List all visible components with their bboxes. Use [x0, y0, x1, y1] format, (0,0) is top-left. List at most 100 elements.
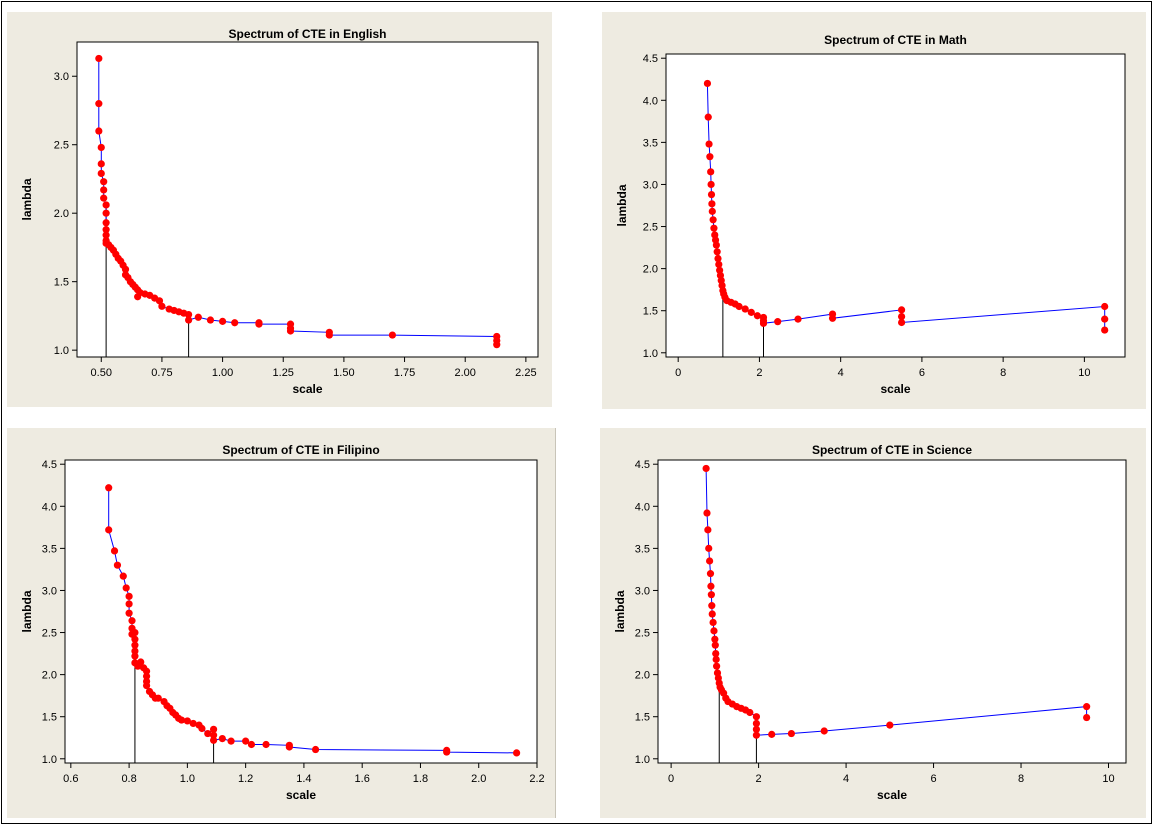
- chart-title: Spectrum of CTE in Filipino: [222, 443, 379, 457]
- data-point: [194, 313, 202, 321]
- y-axis-label: lambda: [20, 590, 34, 632]
- data-point: [100, 194, 108, 202]
- x-tick-label: 0.6: [63, 773, 78, 785]
- data-point: [97, 169, 105, 178]
- data-point: [443, 748, 451, 756]
- data-point: [142, 681, 151, 690]
- data-point: [820, 727, 828, 735]
- chart-svg-english: Spectrum of CTE in English scale lambda 0.5…: [20, 27, 539, 396]
- data-point: [747, 308, 755, 316]
- data-point: [704, 526, 712, 534]
- data-point: [325, 331, 333, 339]
- y-tick-label: 3.5: [635, 543, 650, 555]
- data-point: [209, 736, 218, 744]
- data-point: [752, 713, 761, 721]
- x-tick-label: 4: [838, 367, 844, 379]
- x-tick-label: 1.0: [180, 773, 195, 785]
- x-axis-label: scale: [877, 788, 907, 802]
- y-tick-label: 4.0: [42, 501, 57, 513]
- data-point: [247, 740, 256, 749]
- y-tick-label: 1.0: [635, 754, 650, 766]
- data-point: [113, 561, 122, 569]
- x-tick-label: 1.6: [355, 773, 370, 785]
- data-point: [142, 672, 151, 680]
- x-tick-label: 8: [1000, 367, 1006, 379]
- data-point: [897, 306, 906, 314]
- y-tick-label: 2.5: [635, 628, 650, 640]
- x-tick-label: 2.2: [529, 773, 544, 785]
- data-point: [185, 316, 193, 324]
- data-point: [1101, 315, 1109, 323]
- data-point: [231, 319, 239, 327]
- x-tick-label: 6: [919, 367, 925, 379]
- x-tick-label: 2.0: [471, 773, 486, 785]
- y-tick-label: 1.0: [42, 754, 57, 766]
- data-point: [708, 200, 716, 208]
- data-point: [125, 592, 133, 600]
- data-point: [183, 717, 191, 725]
- data-point: [707, 582, 715, 590]
- y-axis-label: lambda: [615, 184, 629, 226]
- data-point: [708, 610, 716, 618]
- y-tick-label: 3.0: [635, 585, 650, 597]
- x-tick-label: 6: [930, 773, 936, 785]
- data-point: [897, 318, 906, 327]
- y-tick-label: 2.0: [643, 264, 658, 276]
- data-point: [97, 143, 105, 152]
- data-point: [110, 547, 119, 555]
- data-point: [1101, 326, 1109, 334]
- data-point: [735, 302, 743, 311]
- data-point: [708, 602, 716, 610]
- chart-panel-english: Spectrum of CTE in English scale lambda 0.5…: [7, 12, 552, 407]
- x-tick-label: 1.75: [394, 367, 415, 379]
- data-point: [102, 201, 110, 209]
- data-point: [102, 219, 110, 227]
- data-point: [131, 652, 139, 660]
- data-point: [102, 209, 110, 217]
- data-point: [706, 557, 714, 565]
- y-tick-label: 2.5: [643, 222, 658, 234]
- data-point: [787, 729, 796, 738]
- data-point: [177, 716, 186, 724]
- y-tick-label: 2.0: [635, 670, 650, 682]
- data-point: [706, 570, 715, 578]
- data-point: [100, 186, 108, 194]
- data-point: [752, 731, 761, 739]
- y-tick-label: 4.0: [635, 501, 650, 513]
- data-point: [1083, 703, 1091, 711]
- data-point: [121, 265, 130, 273]
- data-point: [209, 731, 218, 739]
- data-point: [242, 737, 250, 745]
- data-point: [1083, 713, 1091, 722]
- data-point: [158, 302, 166, 310]
- data-point: [703, 509, 711, 517]
- data-point: [709, 618, 717, 627]
- y-tick-label: 2.0: [42, 670, 57, 682]
- y-tick-label: 2.0: [54, 208, 69, 220]
- data-point: [493, 341, 501, 349]
- data-point: [105, 526, 113, 534]
- plot-area: [665, 53, 1126, 358]
- data-point: [707, 168, 715, 176]
- y-tick-label: 1.5: [643, 306, 658, 318]
- data-point: [705, 140, 713, 148]
- data-point: [752, 719, 761, 728]
- data-point: [95, 127, 103, 135]
- data-point: [715, 260, 723, 269]
- chart-panel-math: Spectrum of CTE in Math scale lambda 0 2 4 6 8 1…: [602, 12, 1146, 409]
- x-tick-label: 2: [756, 773, 762, 785]
- x-tick-label: 1.00: [212, 367, 233, 379]
- data-point: [794, 315, 802, 323]
- data-point: [131, 641, 139, 649]
- data-point: [712, 241, 720, 249]
- data-point: [774, 318, 782, 326]
- x-tick-label: 1.50: [333, 367, 354, 379]
- y-tick-label: 3.0: [42, 585, 57, 597]
- y-axis-label: lambda: [20, 178, 34, 220]
- plot-area: [64, 459, 538, 764]
- data-point: [185, 310, 193, 319]
- data-point: [204, 729, 212, 738]
- data-point: [768, 730, 776, 738]
- x-tick-label: 1.25: [273, 367, 294, 379]
